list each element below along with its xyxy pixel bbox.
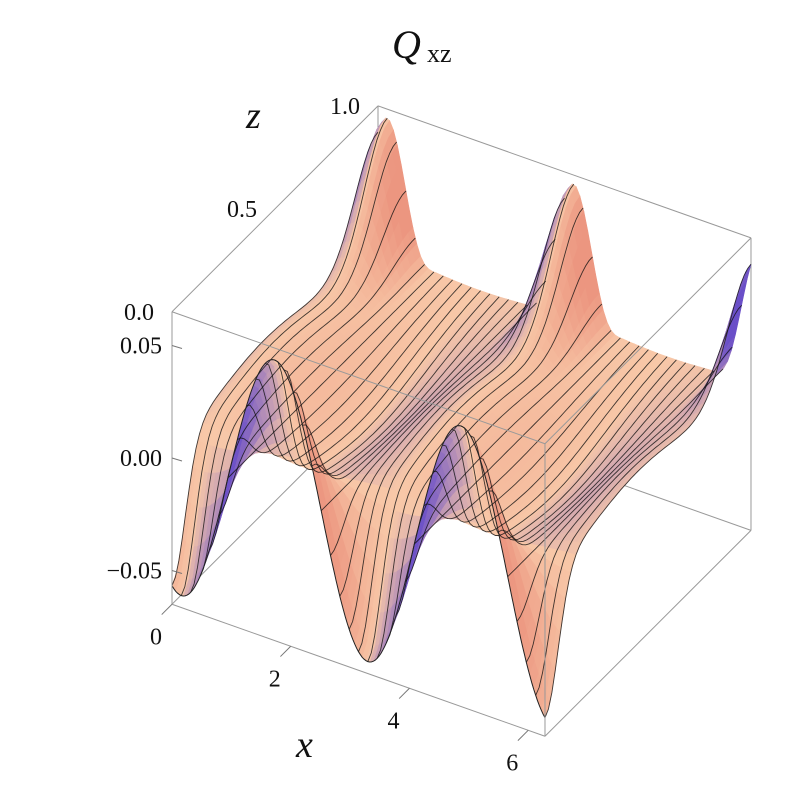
value-tick-mark [171,345,183,349]
plot-title: Q xz [392,22,452,68]
mesh-line [386,256,593,643]
mesh-line [470,359,677,539]
mesh-line [525,346,733,663]
mesh-line [320,304,528,512]
mesh-line [460,356,668,536]
mesh-line [237,275,444,454]
z-tick-label: 0.0 [124,300,154,326]
plot-box-front [171,237,752,737]
title-subscript: xz [427,39,452,68]
value-tick-label: −0.05 [106,559,162,585]
mesh-line [423,341,631,520]
mesh-line [218,264,425,517]
value-tick-mark [171,457,183,462]
mesh-line [544,263,752,718]
mesh-line [171,131,379,586]
box-edge-right-top [544,237,752,445]
mesh-line [358,197,565,652]
value-tick-mark [171,570,183,574]
x-axis-label: x [295,724,313,766]
box-edge-front-top [171,311,546,445]
box-edge-left-top [171,105,379,313]
mesh-line [498,367,705,546]
z-tick-label: 0.5 [227,197,257,223]
mesh-line [246,279,453,457]
mesh-line [339,280,547,597]
mesh-line [227,271,435,479]
mesh-line [274,290,481,470]
mesh-line [395,303,603,617]
mesh-line [265,286,472,467]
mesh-line [302,299,509,477]
mesh-line [293,296,500,475]
mesh-line [414,337,621,545]
x-tick-mark [517,729,529,741]
box-edge-back-top [377,105,752,239]
x-tick-mark [398,687,410,699]
mesh-line [451,352,659,533]
box-edge-right-bottom [544,529,752,737]
value-tick-label: 0.05 [120,334,162,360]
mesh-line [255,283,463,462]
mesh-line [190,141,397,593]
mesh-line [311,301,519,480]
mesh-line [367,183,575,662]
title-main: Q [392,22,421,67]
mesh-line [488,365,696,543]
axis-ticks: 0 2 4 6 −0.05 0.00 0.05 0.0 0.5 1.0 [106,94,529,776]
mesh-line [208,237,416,551]
mesh-line [507,370,715,578]
mesh-line [376,207,584,659]
surface-mesh [171,117,752,719]
mesh-line [283,293,491,473]
surface-front-edge [171,359,546,718]
mesh-line [479,362,687,541]
x-tick-mark [280,645,292,657]
x-tick-mark [161,603,173,615]
value-tick-label: 0.00 [120,446,162,472]
mesh-line [516,368,724,622]
x-tick-label: 2 [269,666,281,692]
box-edge-front-bottom [171,603,546,737]
x-tick-label: 6 [506,750,518,776]
mesh-line [404,330,612,583]
z-tick-label: 1.0 [330,94,360,120]
x-tick-label: 4 [387,708,399,734]
mesh-line [330,302,537,556]
z-axis-label: z [245,95,261,137]
x-tick-label: 0 [150,624,162,650]
axis-labels: x z [245,95,313,766]
mesh-line [180,117,388,596]
mesh-line [535,304,743,696]
mesh-line [199,190,407,577]
mesh-line [348,238,556,630]
